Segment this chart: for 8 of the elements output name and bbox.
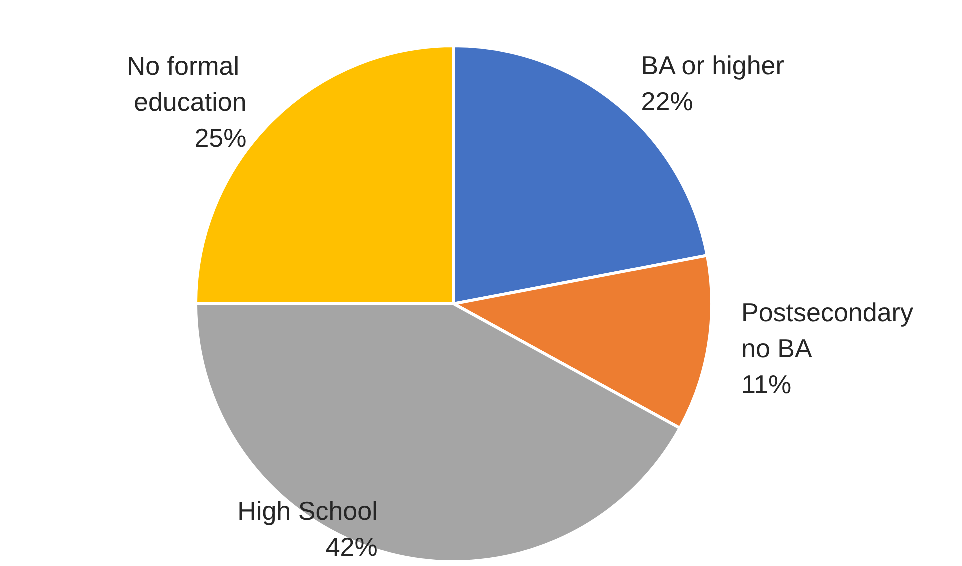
data-label: 22%: [641, 86, 694, 117]
data-label: 42%: [326, 532, 378, 562]
data-label: 11%: [741, 370, 792, 400]
data-label: 25%: [194, 122, 247, 153]
slice-label: High School: [238, 496, 378, 526]
slice-label: No formal education: [126, 50, 247, 117]
slice-label: Postsecondary no BA: [741, 298, 921, 364]
slice-label: BA or higher: [641, 50, 785, 81]
